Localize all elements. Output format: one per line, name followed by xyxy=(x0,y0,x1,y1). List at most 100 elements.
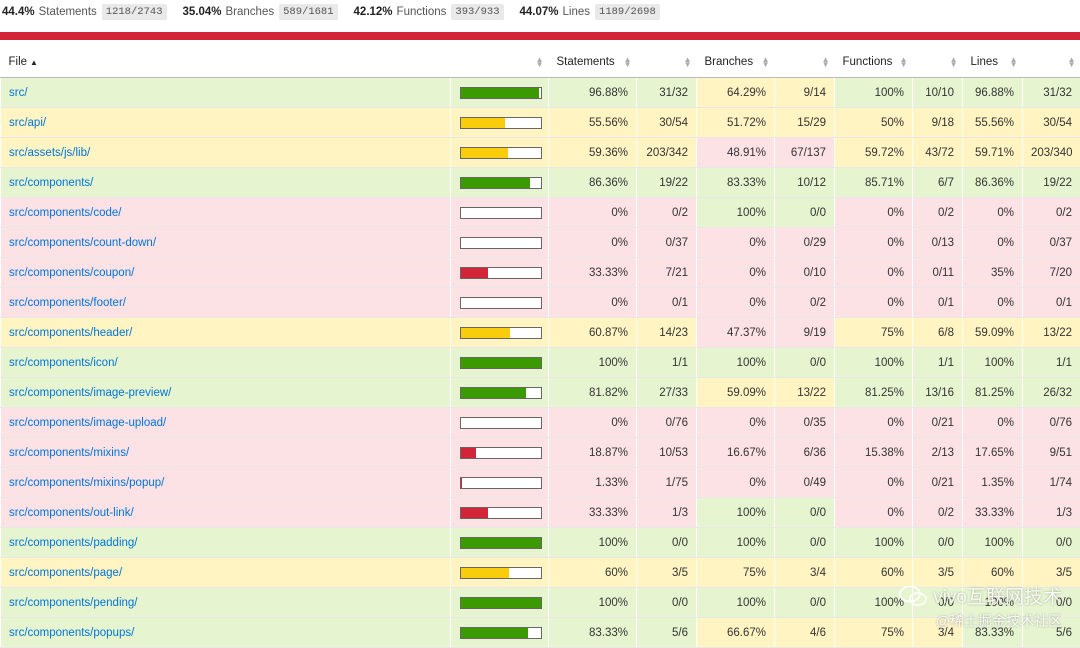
branches-fraction: 15/29 xyxy=(775,108,835,138)
functions-fraction-header[interactable]: ▲▼ xyxy=(913,47,963,78)
statements-pct: 18.87% xyxy=(549,438,637,468)
lines-fraction: 7/20 xyxy=(1023,258,1080,288)
statements-pct: 0% xyxy=(549,288,637,318)
statements-fraction-header[interactable]: ▲▼ xyxy=(637,47,697,78)
branches-fraction: 6/36 xyxy=(775,438,835,468)
functions-fraction: 0/2 xyxy=(913,198,963,228)
coverage-bar xyxy=(460,267,542,279)
coverage-bar xyxy=(460,297,542,309)
file-link[interactable]: src/components/code/ xyxy=(9,207,122,219)
branches-pct: 16.67% xyxy=(697,438,775,468)
statements-fraction: 31/32 xyxy=(637,78,697,108)
lines-pct: 81.25% xyxy=(963,378,1023,408)
file-link[interactable]: src/ xyxy=(9,87,28,99)
file-link[interactable]: src/components/coupon/ xyxy=(9,267,134,279)
file-link[interactable]: src/components/padding/ xyxy=(9,537,138,549)
lines-fraction: 19/22 xyxy=(1023,168,1080,198)
file-link[interactable]: src/components/out-link/ xyxy=(9,507,134,519)
lines-pct: 59.71% xyxy=(963,138,1023,168)
coverage-bar xyxy=(460,507,542,519)
functions-fraction: 0/21 xyxy=(913,408,963,438)
watermark-subtitle: @稀土掘金技术社区 xyxy=(899,611,1062,631)
branches-fraction: 0/0 xyxy=(775,198,835,228)
coverage-bar xyxy=(460,117,542,129)
file-link[interactable]: src/api/ xyxy=(9,117,46,129)
branches-fraction: 3/4 xyxy=(775,558,835,588)
functions-pct: 100% xyxy=(835,528,913,558)
file-link[interactable]: src/components/image-preview/ xyxy=(9,387,171,399)
coverage-bar-fill xyxy=(461,568,509,578)
functions-column-header[interactable]: Functions▲▼ xyxy=(835,47,913,78)
functions-pct: 0% xyxy=(835,498,913,528)
branches-fraction: 0/2 xyxy=(775,288,835,318)
file-column-header[interactable]: File▲ xyxy=(1,47,451,78)
file-link[interactable]: src/components/count-down/ xyxy=(9,237,156,249)
summary-statements: 44.4% Statements 1218/2743 xyxy=(2,4,167,20)
functions-fraction: 0/21 xyxy=(913,468,963,498)
statements-pct: 96.88% xyxy=(549,78,637,108)
coverage-bar-cell xyxy=(451,468,549,498)
file-cell: src/components/code/ xyxy=(1,198,451,228)
functions-fraction: 43/72 xyxy=(913,138,963,168)
summary-fraction: 1189/2698 xyxy=(595,4,660,20)
branches-pct: 75% xyxy=(697,558,775,588)
file-link[interactable]: src/components/mixins/ xyxy=(9,447,129,459)
coverage-bar-fill xyxy=(461,148,508,158)
file-link[interactable]: src/components/ xyxy=(9,177,93,189)
functions-pct: 0% xyxy=(835,408,913,438)
lines-pct: 33.33% xyxy=(963,498,1023,528)
statements-pct: 0% xyxy=(549,198,637,228)
branches-pct: 66.67% xyxy=(697,618,775,648)
summary-branches: 35.04% Branches 589/1681 xyxy=(183,4,338,20)
file-link[interactable]: src/components/pending/ xyxy=(9,597,138,609)
lines-fraction-header[interactable]: ▲▼ xyxy=(1023,47,1080,78)
coverage-bar xyxy=(460,477,542,489)
coverage-bar-cell xyxy=(451,78,549,108)
file-link[interactable]: src/assets/js/lib/ xyxy=(9,147,90,159)
bar-column-header[interactable]: ▲▼ xyxy=(451,47,549,78)
statements-pct: 100% xyxy=(549,528,637,558)
statements-fraction: 27/33 xyxy=(637,378,697,408)
lines-header-label: Lines xyxy=(971,56,999,68)
coverage-bar-cell xyxy=(451,378,549,408)
file-link[interactable]: src/components/icon/ xyxy=(9,357,118,369)
file-link[interactable]: src/components/popups/ xyxy=(9,627,134,639)
statements-column-header[interactable]: Statements▲▼ xyxy=(549,47,637,78)
lines-column-header[interactable]: Lines▲▼ xyxy=(963,47,1023,78)
lines-fraction: 13/22 xyxy=(1023,318,1080,348)
file-cell: src/components/header/ xyxy=(1,318,451,348)
file-link[interactable]: src/components/page/ xyxy=(9,567,122,579)
functions-pct: 81.25% xyxy=(835,378,913,408)
file-cell: src/components/out-link/ xyxy=(1,498,451,528)
statements-pct: 60% xyxy=(549,558,637,588)
file-link[interactable]: src/components/mixins/popup/ xyxy=(9,477,164,489)
statements-pct: 33.33% xyxy=(549,258,637,288)
coverage-bar-cell xyxy=(451,288,549,318)
file-link[interactable]: src/components/image-upload/ xyxy=(9,417,166,429)
coverage-bar-fill xyxy=(461,358,541,368)
coverage-bar xyxy=(460,387,542,399)
branches-fraction: 0/0 xyxy=(775,348,835,378)
file-link[interactable]: src/components/header/ xyxy=(9,327,132,339)
coverage-bar-fill xyxy=(461,178,530,188)
branches-fraction: 9/19 xyxy=(775,318,835,348)
branches-fraction: 10/12 xyxy=(775,168,835,198)
functions-pct: 100% xyxy=(835,348,913,378)
branches-fraction-header[interactable]: ▲▼ xyxy=(775,47,835,78)
branches-column-header[interactable]: Branches▲▼ xyxy=(697,47,775,78)
summary-label: Branches xyxy=(226,6,275,18)
statements-fraction: 0/1 xyxy=(637,288,697,318)
statements-fraction: 203/342 xyxy=(637,138,697,168)
lines-pct: 17.65% xyxy=(963,438,1023,468)
file-link[interactable]: src/components/footer/ xyxy=(9,297,126,309)
lines-fraction: 1/74 xyxy=(1023,468,1080,498)
sort-icon: ▲▼ xyxy=(624,57,632,67)
coverage-bar-cell xyxy=(451,198,549,228)
coverage-bar-cell xyxy=(451,558,549,588)
coverage-bar-fill xyxy=(461,628,528,638)
